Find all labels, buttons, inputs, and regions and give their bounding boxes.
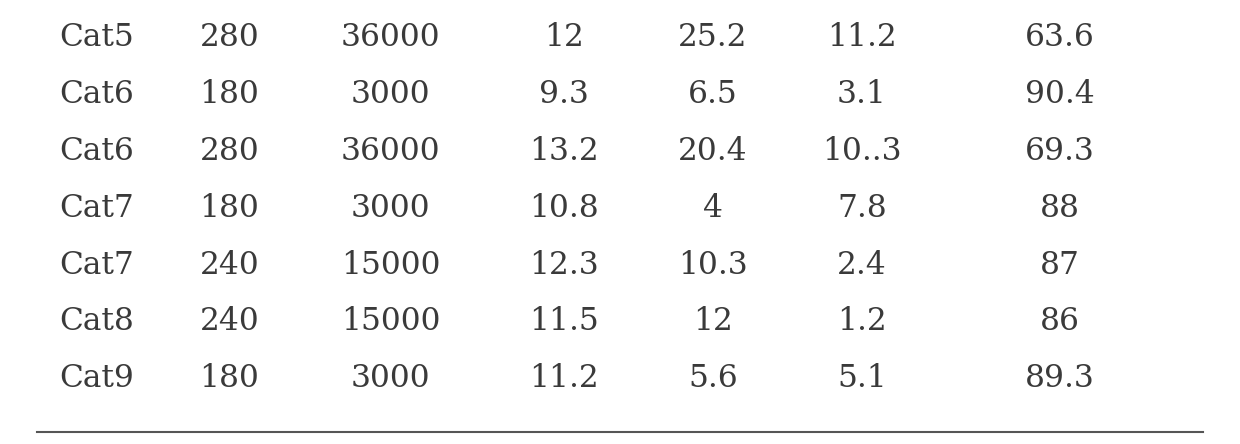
Text: 3000: 3000 xyxy=(351,79,430,110)
Text: 15000: 15000 xyxy=(341,250,440,281)
Text: 10..3: 10..3 xyxy=(822,136,901,167)
Text: 4: 4 xyxy=(703,193,723,224)
Text: 63.6: 63.6 xyxy=(1025,22,1095,53)
Text: Cat7: Cat7 xyxy=(60,250,134,281)
Text: 90.4: 90.4 xyxy=(1025,79,1095,110)
Text: 11.2: 11.2 xyxy=(827,22,897,53)
Text: 36000: 36000 xyxy=(341,22,440,53)
Text: 3.1: 3.1 xyxy=(837,79,887,110)
Text: 5.1: 5.1 xyxy=(837,363,887,394)
Text: 36000: 36000 xyxy=(341,136,440,167)
Text: 11.5: 11.5 xyxy=(529,306,599,337)
Text: 6.5: 6.5 xyxy=(688,79,738,110)
Text: 7.8: 7.8 xyxy=(837,193,887,224)
Text: 11.2: 11.2 xyxy=(529,363,599,394)
Text: 12.3: 12.3 xyxy=(529,250,599,281)
Text: 240: 240 xyxy=(200,306,259,337)
Text: 2.4: 2.4 xyxy=(837,250,887,281)
Text: 89.3: 89.3 xyxy=(1025,363,1095,394)
Text: 12: 12 xyxy=(544,22,584,53)
Text: 69.3: 69.3 xyxy=(1025,136,1095,167)
Text: 180: 180 xyxy=(200,363,259,394)
Text: 12: 12 xyxy=(693,306,733,337)
Text: 280: 280 xyxy=(200,22,259,53)
Text: Cat8: Cat8 xyxy=(60,306,134,337)
Text: 87: 87 xyxy=(1040,250,1080,281)
Text: 280: 280 xyxy=(200,136,259,167)
Text: 180: 180 xyxy=(200,193,259,224)
Text: 5.6: 5.6 xyxy=(688,363,738,394)
Text: 1.2: 1.2 xyxy=(837,306,887,337)
Text: 10.8: 10.8 xyxy=(529,193,599,224)
Text: Cat6: Cat6 xyxy=(60,136,134,167)
Text: Cat5: Cat5 xyxy=(60,22,134,53)
Text: 10.3: 10.3 xyxy=(678,250,748,281)
Text: 20.4: 20.4 xyxy=(678,136,748,167)
Text: Cat9: Cat9 xyxy=(60,363,134,394)
Text: Cat7: Cat7 xyxy=(60,193,134,224)
Text: 9.3: 9.3 xyxy=(539,79,589,110)
Text: 13.2: 13.2 xyxy=(529,136,599,167)
Text: 180: 180 xyxy=(200,79,259,110)
Text: 25.2: 25.2 xyxy=(678,22,748,53)
Text: 88: 88 xyxy=(1040,193,1080,224)
Text: 3000: 3000 xyxy=(351,363,430,394)
Text: 240: 240 xyxy=(200,250,259,281)
Text: Cat6: Cat6 xyxy=(60,79,134,110)
Text: 86: 86 xyxy=(1040,306,1080,337)
Text: 15000: 15000 xyxy=(341,306,440,337)
Text: 3000: 3000 xyxy=(351,193,430,224)
